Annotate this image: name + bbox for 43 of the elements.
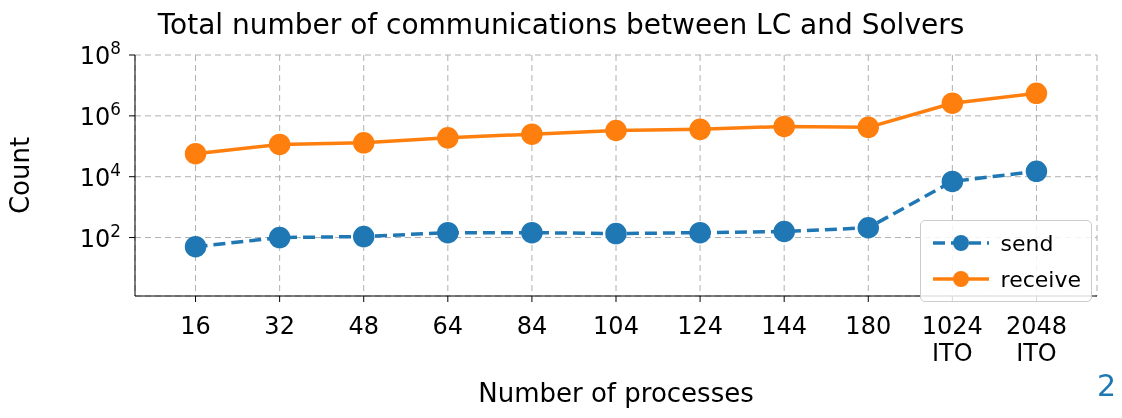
point (184, 142, 207, 165)
point (1025, 160, 1048, 183)
x-tick-label: 64 (432, 311, 464, 340)
legend-label: receive (1000, 266, 1081, 292)
point (773, 115, 795, 138)
point (437, 127, 459, 149)
chart-title: Total number of communications between LC and Solvers (157, 8, 965, 41)
x-tick-label: 16 (180, 311, 211, 340)
point (857, 217, 880, 239)
y-tick-label: 10$^{6}$ (79, 98, 121, 131)
y-tick-label: 10$^{4}$ (79, 159, 121, 192)
point (773, 220, 795, 243)
x-tick-label: 104 (593, 311, 639, 340)
x-axis-title: Number of processes (477, 378, 755, 408)
y-tick-label: 10$^{2}$ (79, 220, 121, 253)
x-tick-label: 84 (516, 311, 548, 340)
legend-label: send (1000, 230, 1054, 256)
point (941, 170, 964, 193)
x-tick-label: 180 (845, 311, 892, 340)
point (268, 226, 291, 249)
point (268, 133, 291, 156)
point (689, 118, 711, 141)
x-tick-label: 144 (761, 311, 808, 340)
point (352, 225, 375, 248)
point (521, 123, 543, 145)
x-tick-label: 48 (348, 311, 379, 340)
y-tick-label: 10$^{8}$ (79, 38, 121, 70)
point (605, 119, 627, 142)
point (689, 221, 711, 244)
point (352, 132, 375, 154)
point (521, 221, 543, 244)
point (941, 92, 964, 114)
point (605, 222, 627, 245)
point (1025, 82, 1048, 105)
x-tick-label: 2048 ITO (1005, 311, 1067, 368)
point (437, 221, 459, 244)
x-tick-label: 124 (677, 311, 723, 340)
point (184, 235, 207, 258)
text: 2 (1096, 368, 1116, 403)
x-tick-label: 1024 ITO (921, 311, 983, 368)
point (857, 116, 880, 139)
y-axis-title: Count (5, 136, 36, 215)
x-tick-label: 32 (264, 311, 295, 340)
